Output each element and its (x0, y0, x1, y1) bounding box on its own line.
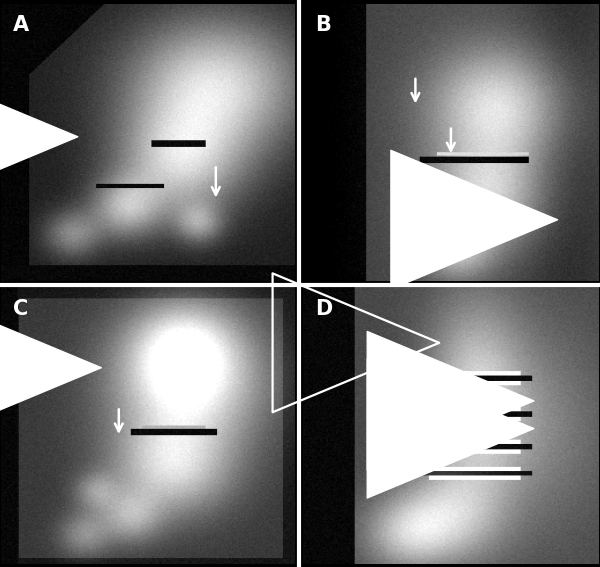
Text: C: C (13, 299, 28, 319)
Text: A: A (13, 15, 29, 35)
Text: B: B (315, 15, 331, 35)
Text: D: D (315, 299, 332, 319)
